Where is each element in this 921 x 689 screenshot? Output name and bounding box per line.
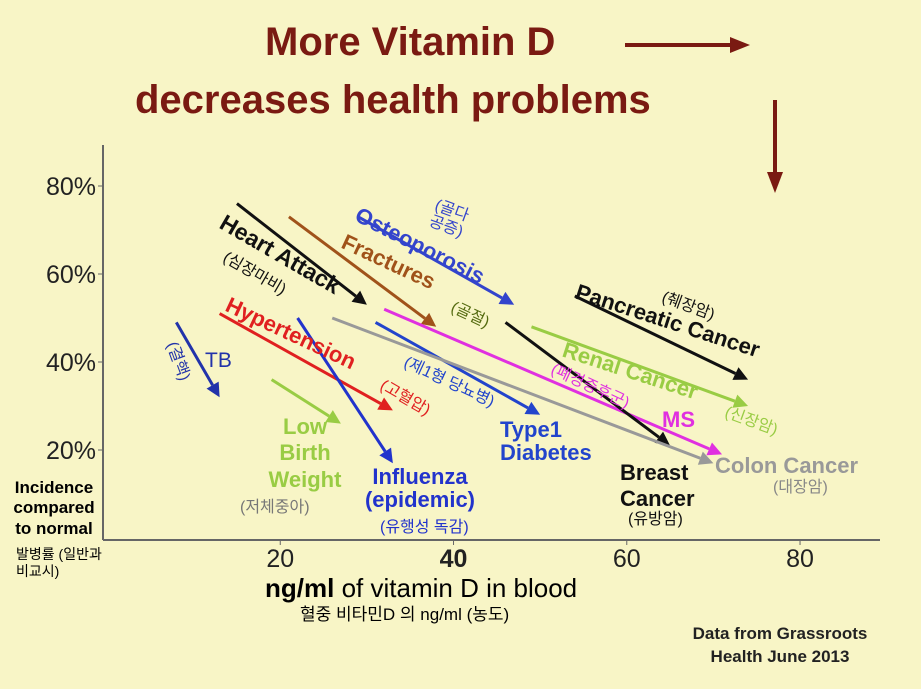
- arrow-head: [325, 410, 341, 424]
- series-note: (유행성 독감): [380, 519, 469, 536]
- x-axis-text: of vitamin D in blood: [341, 573, 578, 603]
- trend-arrow: [574, 294, 737, 375]
- y-axis-label: Incidence compared to normal: [13, 478, 95, 538]
- arrow-head: [524, 401, 541, 415]
- arrow-head: [498, 291, 515, 305]
- trend-arrow: [175, 321, 214, 386]
- arrow-head: [206, 381, 220, 398]
- title-arrow-head: [730, 37, 750, 53]
- trend-arrow: [296, 317, 387, 453]
- arrow-head: [706, 442, 723, 456]
- series-note: (저체중아): [240, 499, 310, 516]
- y-tick-label: 60%: [46, 261, 96, 289]
- trend-arrow: [218, 312, 382, 405]
- trend-arrow: [374, 321, 529, 410]
- series-label: TB: [205, 349, 232, 372]
- x-tick-label: 80: [786, 545, 814, 573]
- trend-arrow: [504, 321, 660, 439]
- series-note: (대장암): [773, 479, 828, 496]
- arrow-head: [377, 397, 393, 411]
- x-axis-label: ng/ml of vitamin D in blood: [265, 573, 578, 603]
- trend-arrow: [331, 316, 701, 460]
- x-tick-label: 40: [440, 545, 468, 573]
- x-tick-label: 60: [613, 545, 641, 573]
- series-label: Type1 Diabetes: [500, 417, 592, 466]
- arrow-head: [351, 290, 367, 305]
- series-label: MS: [662, 407, 695, 432]
- trend-arrow: [383, 307, 710, 451]
- y-tick-label: 20%: [46, 437, 96, 465]
- arrow-head: [732, 367, 749, 380]
- x-axis-label-ko: 혈중 비타민D 의 ng/ml (농도): [300, 605, 510, 624]
- trend-arrow: [236, 202, 357, 298]
- x-axis-unit: ng/ml: [265, 573, 335, 603]
- trend-arrow: [357, 215, 503, 300]
- y-axis-label-ko: 발병률 (일반과 비교시): [16, 546, 102, 579]
- trend-arrow: [530, 325, 736, 403]
- title-arrow-head: [767, 172, 783, 193]
- y-tick-label: 80%: [46, 173, 96, 201]
- arrow-head: [379, 447, 393, 464]
- arrow-head: [697, 451, 714, 465]
- title-line: decreases health problems: [135, 78, 651, 122]
- trend-arrow: [270, 378, 330, 418]
- source: Data from Grassroots Health June 2013: [692, 624, 868, 666]
- series-label: Low Birth Weight: [268, 414, 342, 492]
- series-label: Influenza (epidemic): [364, 464, 476, 513]
- title-line: More Vitamin D: [265, 20, 556, 64]
- arrow-head: [420, 312, 437, 327]
- series-label: Breast Cancer: [620, 460, 695, 512]
- series-label: Colon Cancer: [715, 453, 859, 478]
- series-note: (유방암): [628, 511, 683, 528]
- y-tick-label: 40%: [46, 349, 96, 377]
- arrow-head: [732, 394, 749, 408]
- trend-arrow: [288, 215, 426, 320]
- x-tick-label: 20: [266, 545, 294, 573]
